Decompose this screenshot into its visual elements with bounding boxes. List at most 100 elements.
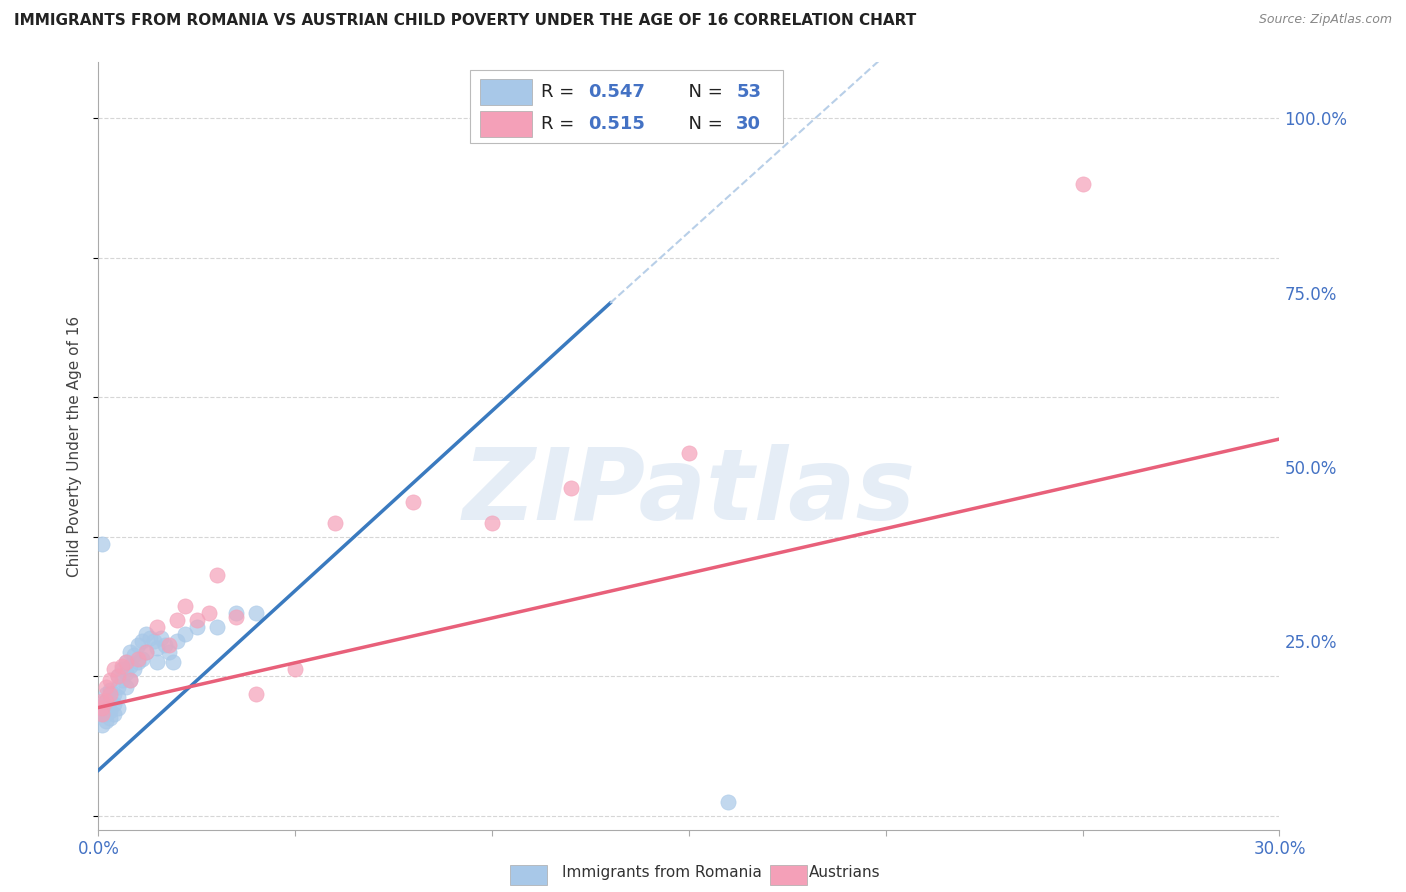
Point [402, 495, 425, 509]
Point [146, 655, 169, 669]
Point [560, 481, 582, 495]
Point [96, 714, 118, 729]
Point [245, 607, 267, 621]
Point [138, 631, 160, 645]
FancyBboxPatch shape [471, 70, 783, 143]
Point [135, 645, 157, 659]
Text: 0.547: 0.547 [589, 83, 645, 101]
Point [118, 658, 141, 673]
Point [146, 641, 169, 656]
Point [717, 795, 740, 809]
Point [205, 620, 228, 634]
Point [111, 662, 134, 676]
Point [98, 711, 121, 725]
Point [107, 669, 129, 683]
Text: 0.515: 0.515 [589, 115, 645, 133]
Point [91, 700, 114, 714]
Point [115, 655, 138, 669]
Text: IMMIGRANTS FROM ROMANIA VS AUSTRIAN CHILD POVERTY UNDER THE AGE OF 16 CORRELATIO: IMMIGRANTS FROM ROMANIA VS AUSTRIAN CHIL… [14, 13, 917, 29]
Point [96, 693, 118, 707]
Text: Source: ZipAtlas.com: Source: ZipAtlas.com [1258, 13, 1392, 27]
Point [111, 673, 134, 687]
Point [115, 655, 138, 669]
Point [107, 669, 129, 683]
Point [174, 627, 197, 641]
Y-axis label: Child Poverty Under the Age of 16: Child Poverty Under the Age of 16 [67, 316, 83, 576]
Point [1071, 178, 1094, 192]
Text: Immigrants from Romania: Immigrants from Romania [562, 865, 762, 880]
Point [131, 634, 153, 648]
Text: 53: 53 [737, 83, 761, 101]
Point [135, 627, 157, 641]
Point [107, 690, 129, 704]
Point [186, 620, 208, 634]
Point [166, 634, 188, 648]
Point [98, 704, 121, 718]
Point [103, 662, 125, 676]
Point [127, 651, 149, 665]
Text: N =: N = [678, 115, 728, 133]
Point [96, 693, 118, 707]
Text: 30: 30 [737, 115, 761, 133]
Point [107, 680, 129, 694]
Point [103, 687, 125, 701]
Point [96, 700, 118, 714]
Point [245, 687, 267, 701]
Point [678, 446, 700, 460]
Text: R =: R = [541, 115, 581, 133]
Text: N =: N = [678, 83, 728, 101]
Point [225, 610, 247, 624]
Point [186, 613, 208, 627]
Point [91, 707, 114, 722]
Point [146, 620, 169, 634]
Point [115, 680, 138, 694]
Point [122, 648, 145, 663]
Point [157, 638, 180, 652]
Point [127, 638, 149, 652]
Point [205, 568, 228, 582]
Point [98, 683, 121, 698]
Text: R =: R = [541, 83, 581, 101]
Point [127, 655, 149, 669]
FancyBboxPatch shape [479, 111, 531, 136]
Point [91, 697, 114, 711]
Point [91, 707, 114, 722]
Point [91, 704, 114, 718]
Point [111, 658, 134, 673]
Point [96, 687, 118, 701]
Point [91, 718, 114, 732]
Point [323, 516, 346, 530]
Point [166, 613, 188, 627]
Point [91, 693, 114, 707]
Point [174, 599, 197, 614]
Point [96, 680, 118, 694]
Point [155, 638, 177, 652]
Point [225, 607, 247, 621]
FancyBboxPatch shape [479, 78, 531, 104]
Text: ZIPatlas: ZIPatlas [463, 443, 915, 541]
Point [122, 662, 145, 676]
Point [98, 673, 121, 687]
Point [98, 687, 121, 701]
Point [135, 645, 157, 659]
Point [284, 662, 307, 676]
Point [118, 673, 141, 687]
Point [197, 607, 219, 621]
Point [150, 631, 173, 645]
Text: Austrians: Austrians [808, 865, 880, 880]
Point [91, 536, 114, 550]
Point [142, 634, 165, 648]
Point [115, 665, 138, 680]
Point [131, 651, 153, 665]
Point [103, 697, 125, 711]
Point [107, 700, 129, 714]
Point [96, 707, 118, 722]
Point [481, 516, 503, 530]
Point [103, 707, 125, 722]
Point [91, 700, 114, 714]
Point [118, 673, 141, 687]
Point [118, 645, 141, 659]
Point [98, 693, 121, 707]
Point [162, 655, 184, 669]
Point [157, 645, 180, 659]
